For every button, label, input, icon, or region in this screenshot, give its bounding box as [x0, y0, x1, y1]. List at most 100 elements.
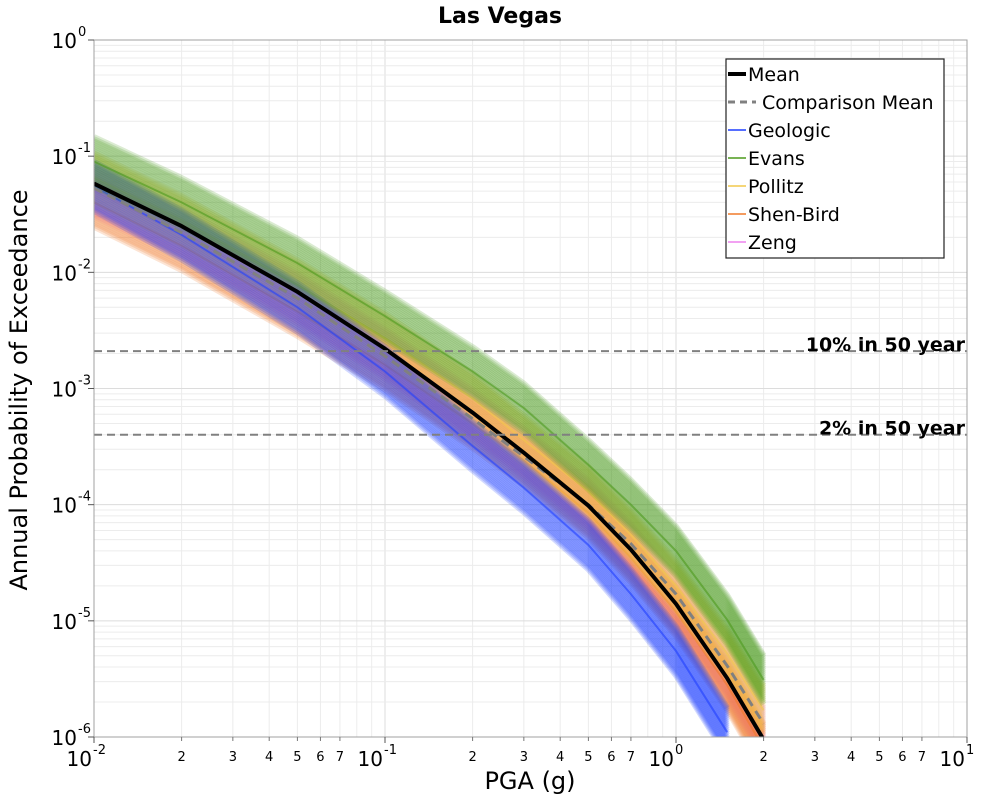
- x-minor-tick-label: 2: [177, 750, 185, 765]
- legend-label: Mean: [748, 64, 800, 86]
- series-band-curve: [94, 199, 767, 737]
- series-band-curve: [94, 224, 747, 737]
- series-band-curve: [94, 193, 728, 737]
- series-band-curve: [94, 134, 767, 658]
- series-band-curve: [94, 144, 767, 668]
- series-band-curve: [94, 203, 722, 737]
- chart-title: Las Vegas: [438, 4, 562, 29]
- series-band-curve: [94, 207, 757, 737]
- series-band-curve: [94, 165, 730, 716]
- series-band-curve: [94, 180, 730, 731]
- series-band-curve: [94, 166, 767, 712]
- series-band-curve: [94, 178, 730, 729]
- y-tick-label: 10: [52, 29, 77, 53]
- series-band-curve: [94, 209, 756, 737]
- series-band-curve: [94, 213, 753, 737]
- x-minor-tick-label: 6: [898, 750, 906, 765]
- x-minor-tick-label: 2: [759, 750, 767, 765]
- legend-label: Shen-Bird: [748, 204, 840, 226]
- legend-label: Geologic: [748, 120, 831, 142]
- x-tick-exponent: -2: [93, 743, 106, 758]
- series-band-curve: [94, 196, 763, 737]
- y-tick-exponent: -2: [78, 257, 91, 272]
- series-lines: [94, 181, 765, 737]
- series-band-curve: [94, 153, 767, 677]
- x-minor-tick-label: 3: [811, 750, 819, 765]
- series-band-curve: [94, 147, 767, 670]
- series-band-curve: [94, 142, 767, 666]
- series-band-curve: [94, 167, 767, 705]
- series-band-curve: [94, 191, 730, 737]
- series-band-evans: [94, 134, 767, 706]
- x-minor-tick-label: 3: [520, 750, 528, 765]
- reference-line-label: 10% in 50 year: [806, 334, 966, 356]
- y-tick-exponent: -1: [78, 141, 91, 156]
- series-band-curve: [94, 159, 767, 696]
- series-band-curve: [94, 186, 730, 737]
- series-band-curve: [94, 199, 724, 737]
- y-tick-label: 10: [52, 726, 77, 750]
- series-band-curve: [94, 167, 730, 718]
- series-band-curve: [94, 177, 767, 728]
- y-tick-label: 10: [52, 610, 77, 634]
- series-band-curve: [94, 210, 757, 737]
- series-band-curve: [94, 175, 767, 726]
- series-band-curve: [94, 163, 767, 710]
- series-band-curve: [94, 183, 767, 706]
- x-minor-tick-label: 5: [584, 750, 592, 765]
- series-band-curve: [94, 181, 767, 704]
- legend-label: Pollitz: [748, 176, 804, 198]
- series-band-curve: [94, 188, 730, 737]
- series-band-curve: [94, 174, 767, 698]
- series-line-comparison-mean: [94, 186, 765, 725]
- series-band-curve: [94, 166, 767, 689]
- series-band-curve: [94, 163, 767, 701]
- series-band-curve: [94, 202, 759, 737]
- series-band-curve: [94, 155, 767, 679]
- series-band-curve: [94, 149, 767, 672]
- x-minor-tick-label: 4: [265, 750, 273, 765]
- x-minor-tick-label: 5: [293, 750, 301, 765]
- series-band-curve: [94, 164, 767, 687]
- series-band-curve: [94, 176, 730, 727]
- y-tick-label: 10: [52, 494, 77, 518]
- series-band-curve: [94, 161, 767, 685]
- series-band-curve: [94, 151, 767, 675]
- series-line-pollitz: [94, 177, 765, 711]
- series-band-curve: [94, 212, 755, 737]
- series-band-curve: [94, 161, 730, 712]
- series-band-curve: [94, 217, 751, 737]
- x-tick-exponent: -1: [384, 743, 397, 758]
- series-band-curve: [94, 170, 767, 694]
- series-band-curve: [94, 204, 761, 737]
- series-band-curve: [94, 163, 730, 714]
- series-line-geologic: [94, 185, 729, 733]
- y-tick-label: 10: [52, 378, 77, 402]
- legend-label: Evans: [748, 148, 805, 170]
- series-band-curve: [94, 178, 767, 716]
- series-band-curve: [94, 185, 767, 731]
- series-band-curve: [94, 215, 752, 737]
- series-band-curve: [94, 183, 767, 734]
- series-band-curve: [94, 208, 758, 737]
- legend-label: Comparison Mean: [762, 92, 934, 114]
- y-axis-label: Annual Probability of Exceedance: [5, 189, 33, 590]
- series-band-curve: [94, 197, 726, 737]
- series-band-curve: [94, 165, 767, 703]
- reference-lines: 10% in 50 year 2% in 50 year: [94, 334, 967, 440]
- x-axis-ticks: 10 -2 10 -1 10 0 10 12 3 4 5 6 7 2 3 4 5 6 7 2 3 4 5 6 7: [67, 737, 974, 771]
- series-band-curve: [94, 178, 767, 725]
- series-line-shen-bird: [94, 201, 759, 737]
- series-band-curve: [94, 191, 767, 728]
- series-band-curve: [94, 150, 767, 688]
- series-band-curve: [94, 211, 754, 737]
- grid: [94, 40, 967, 737]
- reference-line-label: 2% in 50 year: [819, 418, 966, 440]
- x-minor-tick-label: 4: [847, 750, 855, 765]
- series-band-curve: [94, 222, 748, 737]
- y-tick-exponent: -5: [78, 606, 91, 621]
- series-band-curve: [94, 206, 759, 737]
